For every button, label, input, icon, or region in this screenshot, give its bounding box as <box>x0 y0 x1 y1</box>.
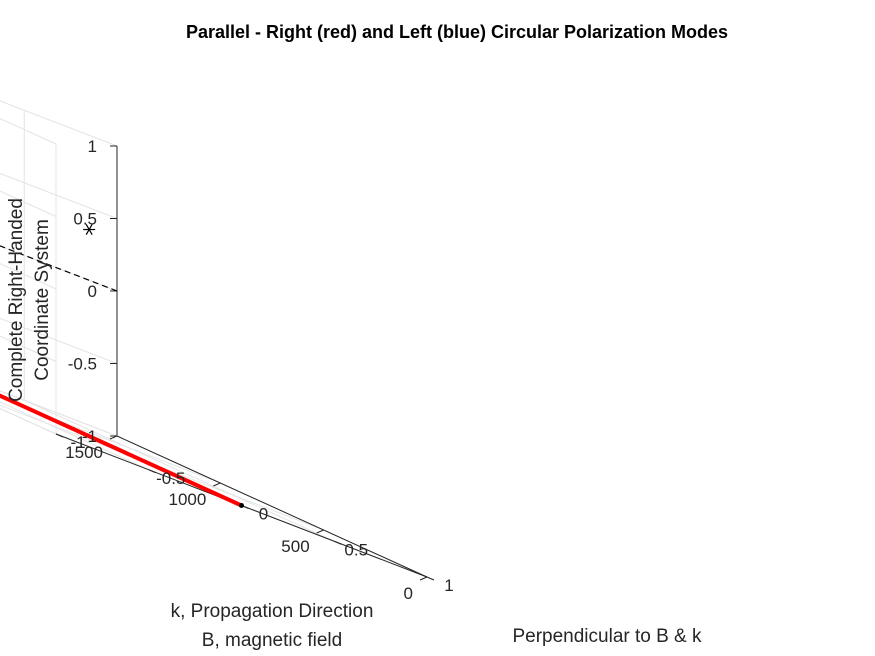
x-tick-mark <box>148 469 156 474</box>
x-tick-label: 0.5 <box>344 540 368 559</box>
data-series <box>0 224 244 508</box>
x-tick-label: 1 <box>444 576 453 595</box>
origin-marker <box>239 503 244 508</box>
x-tick-label: -1 <box>70 433 85 452</box>
x-tick-label: 0 <box>259 505 268 524</box>
star-marker-stroke <box>85 224 93 236</box>
floor-grid-line <box>24 399 335 542</box>
y-tick-mark <box>213 482 221 487</box>
z-tick-label: -1 <box>82 427 97 446</box>
z-tick-label: 0.5 <box>73 210 97 229</box>
left-wall-grid-line <box>0 100 118 147</box>
y-axis-label-line-1: k, Propagation Direction <box>171 601 374 622</box>
z-axis-label-line-1: Complete Right-Handed <box>6 198 27 402</box>
x-tick-mark <box>55 433 64 438</box>
right-wall-grid-line <box>0 407 57 435</box>
y-tick-mark <box>316 529 324 534</box>
y-axis-label-line-2: B, magnetic field <box>202 630 342 651</box>
tick-labels: 1 0.5 0 -0.5 -1 0 500 1000 1500-1 -0.5 0 0.5 1 <box>65 137 454 603</box>
x-tick-mark <box>426 576 435 581</box>
z-tick-label: -0.5 <box>68 355 97 374</box>
axes <box>55 145 435 581</box>
z-tick-label: 1 <box>88 137 97 156</box>
floor-grid-line <box>0 401 149 471</box>
y-tick-label: 1000 <box>169 490 207 509</box>
y-tick-label: 1500 <box>65 443 103 462</box>
y-tick-mark <box>419 576 428 581</box>
right-polarization-line <box>0 393 243 508</box>
chart-title: Parallel - Right (red) and Left (blue) C… <box>186 22 728 42</box>
y-axis-line <box>116 435 428 578</box>
right-wall-grid-line <box>0 117 57 145</box>
floor-grid-line <box>0 404 324 531</box>
right-wall-grid-line <box>0 262 57 290</box>
left-wall-grid-line <box>0 172 118 219</box>
z-tick-label: 0 <box>88 282 97 301</box>
x-axis-label: Perpendicular to B & k <box>512 626 702 647</box>
z-axis-label-line-2: Coordinate System <box>32 219 53 381</box>
right-wall-grid-line <box>0 335 57 362</box>
right-wall-grid-line <box>0 190 57 217</box>
y-tick-label: 0 <box>404 584 413 603</box>
left-wall-grid-line <box>0 317 118 364</box>
y-tick-label: 500 <box>281 537 309 556</box>
left-wall-grid-line <box>0 245 118 292</box>
x-tick-label: -0.5 <box>156 469 185 488</box>
star-marker <box>83 224 96 236</box>
left-wall-grid-line <box>0 390 118 437</box>
x-tick-mark <box>334 540 342 545</box>
